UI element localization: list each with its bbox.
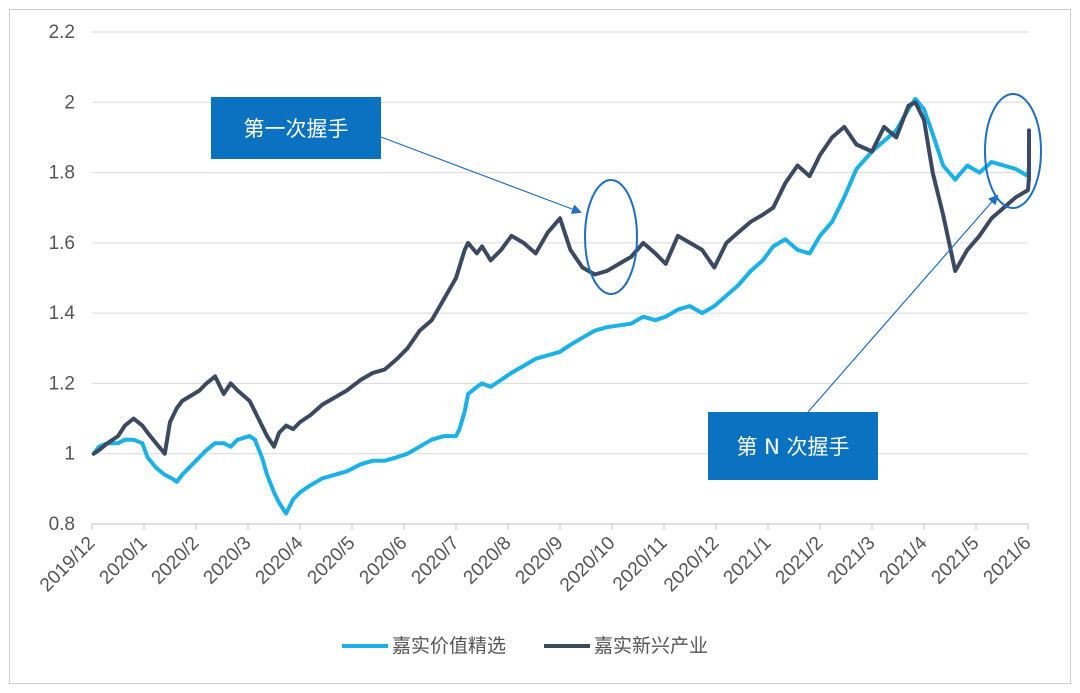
x-tick-label: 2021/6 <box>980 533 1036 589</box>
x-tick-label: 2019/12 <box>36 533 99 596</box>
legend-label-value-fund: 嘉实价值精选 <box>392 635 506 657</box>
y-tick-label: 1.2 <box>49 373 75 394</box>
annotations <box>380 93 1042 413</box>
gridlines <box>92 31 1028 455</box>
callout-first-handshake: 第一次握手 <box>211 97 381 159</box>
axes <box>91 523 1029 530</box>
arrow-nth-handshake <box>807 194 999 413</box>
x-tick-label: 2020/5 <box>304 533 360 589</box>
y-axis-labels: 0.8 1 1.2 1.4 1.6 1.8 2 2.2 <box>49 22 76 535</box>
x-tick-label: 2021/5 <box>928 533 984 589</box>
chart-frame <box>9 9 1071 684</box>
highlight-ellipse-nth <box>984 93 1042 209</box>
y-tick-label: 2 <box>64 92 75 113</box>
y-tick-label: 1 <box>64 444 75 465</box>
x-tick-label: 2020/4 <box>252 532 308 588</box>
x-tick-label: 2020/2 <box>148 533 204 589</box>
x-tick-label: 2021/1 <box>720 533 776 589</box>
callout-nth-handshake-text: 第 N 次握手 <box>736 435 850 459</box>
callout-nth-handshake: 第 N 次握手 <box>708 412 878 480</box>
x-tick-label: 2021/4 <box>876 532 932 588</box>
series-lines <box>91 96 1031 516</box>
y-tick-label: 1.8 <box>49 163 75 184</box>
x-tick-label: 2020/11 <box>609 533 671 595</box>
x-tick-label: 2020/12 <box>660 533 723 596</box>
x-tick-label: 2020/8 <box>460 533 516 589</box>
x-axis-labels: 2019/122020/12020/22020/32020/42020/5202… <box>36 532 1035 596</box>
y-tick-label: 2.2 <box>49 22 75 43</box>
y-tick-label: 1.6 <box>49 233 75 254</box>
legend-label-emerging-fund: 嘉实新兴产业 <box>594 635 708 657</box>
x-tick-label: 2020/3 <box>200 533 256 589</box>
x-tick-label: 2020/1 <box>96 533 152 589</box>
series-line-emerging-fund <box>91 100 1031 456</box>
legend: 嘉实价值精选 嘉实新兴产业 <box>342 635 708 657</box>
y-tick-label: 0.8 <box>49 514 75 535</box>
x-tick-label: 2020/6 <box>356 533 412 589</box>
x-tick-label: 2020/7 <box>408 533 464 589</box>
x-tick-label: 2021/3 <box>824 533 880 589</box>
x-tick-label: 2021/2 <box>772 533 828 589</box>
series-line-value-fund <box>91 96 1031 516</box>
callout-first-handshake-text: 第一次握手 <box>243 117 349 141</box>
arrow-first-handshake <box>380 136 582 214</box>
y-tick-label: 1.4 <box>49 303 76 324</box>
highlight-ellipse-first <box>584 179 638 295</box>
x-tick-label: 2020/10 <box>556 533 619 596</box>
